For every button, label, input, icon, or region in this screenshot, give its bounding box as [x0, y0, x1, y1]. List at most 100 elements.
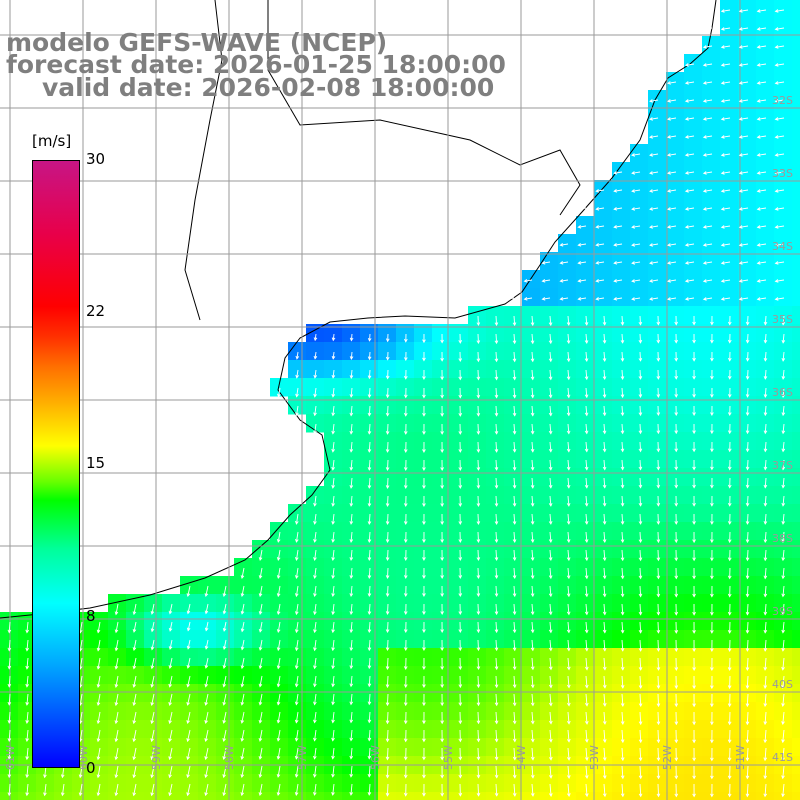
wind-arrow [703, 243, 713, 246]
colorbar [32, 160, 80, 768]
wind-arrow [739, 99, 749, 102]
wind-cell [738, 54, 757, 73]
wind-cell [702, 630, 721, 649]
wind-arrow [649, 171, 659, 174]
wind-cell [54, 774, 73, 793]
longitude-label: 58W [223, 745, 236, 770]
wind-cell [450, 612, 469, 631]
wind-cell [648, 144, 667, 163]
wind-arrow [531, 783, 534, 796]
wind-cell [360, 504, 379, 523]
wind-cell [90, 774, 109, 793]
wind-cell [792, 450, 800, 469]
wind-arrow [782, 621, 785, 633]
wind-arrow [241, 729, 245, 742]
wind-cell [594, 720, 613, 739]
wind-cell [720, 18, 739, 37]
wind-arrow-head [476, 702, 481, 707]
wind-arrow [386, 693, 389, 706]
wind-arrow [739, 81, 749, 84]
wind-cell [612, 486, 631, 505]
wind-arrow [721, 261, 731, 264]
wind-arrow-head [567, 757, 571, 761]
wind-arrow-head [530, 539, 535, 543]
wind-cell [270, 738, 289, 757]
wind-arrow [115, 639, 119, 651]
wind-arrow [685, 243, 695, 246]
wind-arrow-head [385, 629, 390, 634]
wind-arrow [368, 477, 371, 489]
wind-cell [108, 702, 127, 721]
wind-arrow-head [422, 629, 426, 634]
wind-arrow-head [25, 756, 29, 761]
wind-arrow [764, 675, 767, 689]
wind-arrow-head [313, 647, 317, 652]
wind-arrow [782, 513, 785, 524]
wind-arrow-head [458, 702, 463, 707]
wind-cell [558, 666, 577, 685]
wind-cell [450, 540, 469, 559]
wind-arrow-head [512, 593, 517, 598]
wind-arrow [721, 243, 731, 246]
wind-cell [234, 684, 253, 703]
wind-arrow-head [584, 739, 589, 743]
wind-cell [576, 270, 595, 289]
wind-arrow-head [385, 720, 390, 725]
wind-cell [144, 612, 163, 631]
wind-cell [540, 288, 559, 307]
wind-arrow [721, 189, 731, 192]
wind-cell [774, 198, 793, 217]
wind-cell [540, 396, 559, 415]
wind-arrow [775, 63, 785, 66]
wind-cell [630, 270, 649, 289]
wind-cell [684, 360, 703, 379]
wind-arrow-head [602, 484, 607, 489]
wind-arrow-head [584, 720, 589, 725]
wind-arrow-head [114, 774, 119, 779]
wind-arrow [549, 711, 552, 724]
wind-cell [504, 306, 523, 325]
wind-cell [774, 270, 793, 289]
wind-arrow-head [763, 430, 768, 435]
wind-arrow-head [240, 593, 245, 598]
wind-cell [666, 504, 685, 523]
wind-arrow-head [258, 774, 263, 778]
wind-arrow-head [422, 394, 426, 399]
wind-arrow-head [710, 775, 714, 780]
wind-arrow [746, 549, 749, 561]
wind-arrow-head [331, 374, 336, 379]
wind-arrow [477, 693, 480, 706]
wind-arrow [241, 621, 245, 632]
wind-cell [540, 360, 559, 379]
wind-arrow-head [512, 394, 517, 399]
wind-cell [630, 324, 649, 343]
wind-arrow-head [613, 279, 618, 283]
wind-cell [720, 288, 739, 307]
wind-arrow [277, 783, 281, 796]
wind-arrow-head [727, 357, 732, 362]
wind-arrow [151, 675, 155, 687]
wind-cell [396, 378, 415, 397]
wind-arrow-head [602, 611, 607, 616]
wind-cell [630, 558, 649, 577]
wind-arrow [513, 315, 516, 326]
wind-cell [378, 630, 397, 649]
wind-arrow [314, 495, 317, 506]
wind-arrow [757, 63, 767, 66]
wind-arrow-head [276, 792, 281, 796]
wind-cell [270, 648, 289, 667]
wind-arrow-head [584, 448, 589, 453]
wind-arrow [739, 243, 749, 246]
wind-cell [738, 432, 757, 451]
wind-arrow-head [584, 666, 589, 671]
wind-arrow-head [512, 702, 517, 707]
wind-cell [612, 774, 631, 793]
wind-arrow-head [276, 611, 281, 616]
wind-arrow [368, 531, 371, 543]
wind-arrow-head [602, 340, 607, 344]
wind-arrow [621, 333, 624, 343]
wind-cell [414, 468, 433, 487]
wind-arrow [259, 657, 263, 669]
wind-cell [468, 720, 487, 739]
longitude-label: 51W [734, 745, 747, 770]
